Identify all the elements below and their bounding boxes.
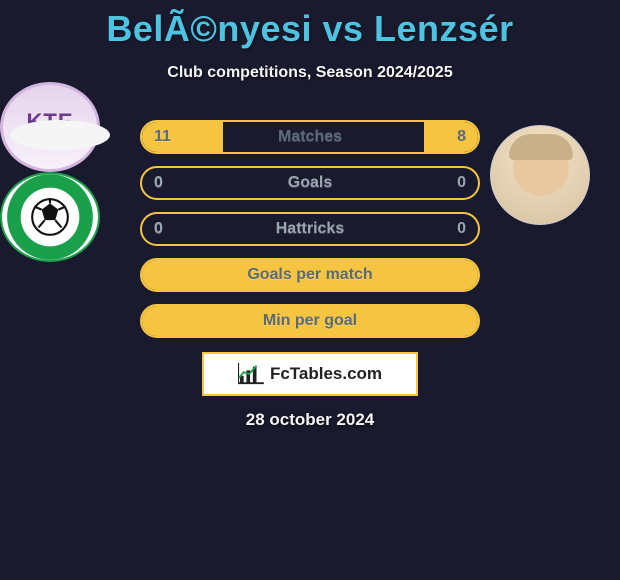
stat-label: Goals per match [247, 266, 372, 284]
stat-value-right: 0 [457, 174, 466, 192]
stat-value-left: 0 [154, 174, 163, 192]
stat-label: Min per goal [263, 312, 357, 330]
player-left-avatar [10, 120, 110, 150]
stat-label: Hattricks [276, 220, 344, 238]
page-subtitle: Club competitions, Season 2024/2025 [0, 64, 620, 82]
page-title: BelÃ©nyesi vs Lenzsér [0, 0, 620, 50]
soccer-ball-icon [29, 196, 71, 238]
player-right-avatar [490, 125, 590, 225]
stat-value-left: 0 [154, 220, 163, 238]
bar-chart-icon [238, 363, 264, 385]
stat-bars: 11 8 Matches 0 0 Goals 0 0 Hattricks Goals per ma… [140, 120, 480, 350]
stat-row: Min per goal [140, 304, 480, 338]
stat-row: Goals per match [140, 258, 480, 292]
stat-value-left: 11 [154, 128, 171, 146]
stat-label: Matches [278, 128, 342, 146]
stat-row: 0 0 Goals [140, 166, 480, 200]
stat-row: 0 0 Hattricks [140, 212, 480, 246]
bar-fill-right [424, 122, 478, 152]
club-right-badge [0, 172, 100, 262]
brand-text: FcTables.com [270, 364, 382, 384]
brand-box: FcTables.com [202, 352, 418, 396]
stat-row: 11 8 Matches [140, 120, 480, 154]
footer-date: 28 october 2024 [0, 410, 620, 430]
stat-value-right: 0 [457, 220, 466, 238]
stat-label: Goals [288, 174, 332, 192]
stat-value-right: 8 [457, 128, 466, 146]
comparison-infographic: BelÃ©nyesi vs Lenzsér Club competitions,… [0, 0, 620, 580]
